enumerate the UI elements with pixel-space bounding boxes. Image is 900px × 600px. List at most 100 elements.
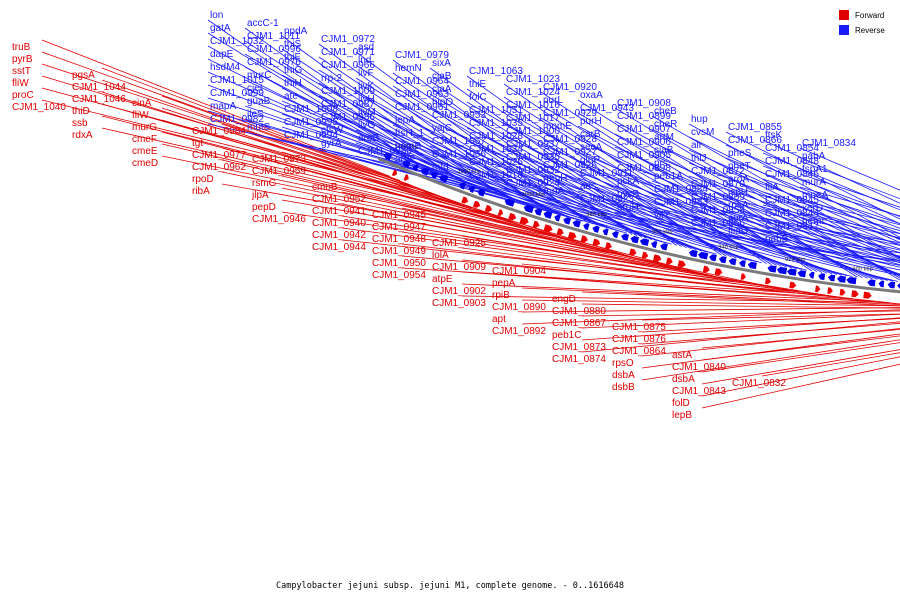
reverse-gene-label: cvsM	[691, 127, 714, 138]
reverse-gene-label: CJM1_0923	[580, 194, 634, 205]
kbp-tick-label: 1000 kbp	[522, 192, 546, 198]
reverse-gene-label: artM	[654, 132, 674, 143]
reverse-leader-line	[429, 132, 702, 252]
reverse-gene-label: CJM1_0884	[654, 184, 708, 195]
reverse-gene-arrow	[660, 243, 668, 251]
reverse-leader-line	[651, 206, 900, 268]
reverse-gene-label: fliA	[765, 182, 779, 193]
reverse-gene-arrow	[739, 260, 746, 268]
forward-gene-arrow	[484, 204, 493, 213]
reverse-gene-label: CJM1_0994	[284, 130, 338, 141]
reverse-gene-label: livG	[358, 120, 375, 131]
kbp-tick-label: 900 kbp	[852, 266, 872, 272]
reverse-gene-arrow	[534, 208, 543, 216]
reverse-gene-label: fliaD	[728, 226, 748, 237]
reverse-leader-line	[281, 35, 501, 196]
forward-leader-line	[101, 67, 452, 201]
reverse-gene-label: thiH	[284, 78, 302, 89]
reverse-gene-label: CJM1_0966	[321, 60, 375, 71]
reverse-gene-label: pckA	[617, 176, 640, 187]
reverse-gene-label: rrp-2	[321, 73, 343, 84]
reverse-leader-line	[355, 77, 598, 226]
reverse-gene-label: mutS	[247, 122, 271, 133]
reverse-gene-arrow	[554, 214, 561, 222]
forward-gene-label: cmeF	[132, 134, 157, 145]
forward-gene-label: CJM1_0954	[372, 270, 426, 281]
reverse-leader-line	[466, 127, 742, 260]
reverse-gene-arrow	[827, 274, 836, 282]
forward-gene-labels: truBpyrBsstTfliWproCCJM1_1040pgsACJM1_10…	[12, 42, 786, 421]
reverse-gene-label: serA	[728, 213, 749, 224]
reverse-gene-arrow	[787, 268, 797, 276]
reverse-gene-arrow	[383, 152, 393, 161]
forward-gene-label: pgsA	[72, 70, 95, 81]
legend-forward-label: Forward	[855, 11, 884, 20]
reverse-gene-label: CJM1_0961	[395, 102, 449, 113]
reverse-leader-line	[540, 195, 853, 277]
forward-leader-line	[581, 317, 900, 341]
forward-leader-line	[641, 318, 900, 333]
reverse-gene-label: CJM1_0999	[210, 88, 264, 99]
reverse-gene-label: aroB	[358, 133, 379, 144]
reverse-leader-line	[799, 186, 900, 217]
forward-gene-label: CJM1_0948	[372, 234, 426, 245]
reverse-gene-label: CJM1_0844	[765, 208, 819, 219]
reverse-gene-arrow	[543, 211, 553, 219]
reverse-gene-arrow	[468, 185, 476, 193]
reverse-gene-label: CJM1_0980	[358, 146, 412, 157]
reverse-leader-line	[503, 135, 787, 268]
reverse-gene-label: CJM1_1025	[469, 157, 523, 168]
reverse-gene-label: murC	[247, 70, 271, 81]
reverse-gene-label: hsdM4	[210, 62, 240, 73]
forward-leader-line	[521, 263, 897, 304]
forward-gene-arrow	[403, 174, 409, 181]
reverse-gene-arrow	[459, 182, 466, 190]
forward-leader-line	[401, 207, 767, 287]
reverse-gene-arrow	[897, 282, 900, 289]
reverse-leader-line	[503, 161, 797, 270]
reverse-gene-label: hemN	[395, 63, 422, 74]
reverse-gene-label: CJM1_1067	[432, 136, 486, 147]
reverse-gene-arrow	[728, 258, 737, 266]
reverse-gene-label: livH	[358, 94, 375, 105]
forward-gene-label: CJM1_0962	[192, 162, 246, 173]
forward-gene-label: CJM1_0959	[252, 166, 306, 177]
reverse-gene-label: prs	[654, 158, 668, 169]
reverse-leader-line	[392, 150, 667, 244]
reverse-gene-arrow	[420, 167, 430, 176]
reverse-leader-line	[651, 193, 900, 266]
reverse-gene-label: lepA	[395, 115, 415, 126]
forward-gene-arrow	[666, 257, 673, 265]
forward-gene-arrow	[605, 242, 612, 250]
reverse-gene-label: aas	[580, 181, 596, 192]
forward-gene-label: CJM1_0942	[312, 230, 366, 241]
forward-leader-line	[161, 143, 555, 236]
reverse-gene-label: fspA1	[802, 164, 828, 175]
forward-gene-label: CJM1_0880	[552, 306, 606, 317]
reverse-gene-label: livK	[358, 81, 374, 92]
forward-gene-arrow	[567, 231, 577, 240]
forward-leader-line	[521, 275, 900, 305]
reverse-gene-label: glnP	[580, 155, 600, 166]
forward-leader-line	[341, 179, 703, 275]
reverse-gene-arrow	[602, 228, 609, 236]
kbp-ticks: 1040 kbp 1020 kbp 1000 kbp 980 kbp 960 kbp 94…	[394, 144, 872, 273]
forward-gene-label: rpsO	[612, 358, 634, 369]
forward-gene-label: CJM1_0890	[492, 302, 546, 313]
kbp-tick-label: 960 kbp	[652, 230, 672, 236]
legend-reverse-label: Reverse	[855, 26, 885, 35]
reverse-gene-arrow	[412, 164, 419, 172]
forward-leader-line	[701, 363, 900, 409]
reverse-gene-label: CJM1_0943	[580, 103, 634, 114]
forward-gene-arrow	[641, 251, 649, 259]
reverse-gene-label: CJM1_1009	[321, 86, 375, 97]
forward-gene-label: jlpA	[251, 190, 269, 201]
reverse-leader-line	[392, 59, 633, 235]
forward-leader-line	[341, 203, 724, 279]
forward-gene-arrow	[653, 254, 662, 262]
reverse-gene-arrow	[867, 279, 876, 287]
reverse-leader-line	[207, 32, 420, 165]
reverse-gene-label: ate	[284, 91, 298, 102]
forward-gene-arrow	[519, 216, 529, 225]
reverse-leader-line	[466, 153, 752, 262]
